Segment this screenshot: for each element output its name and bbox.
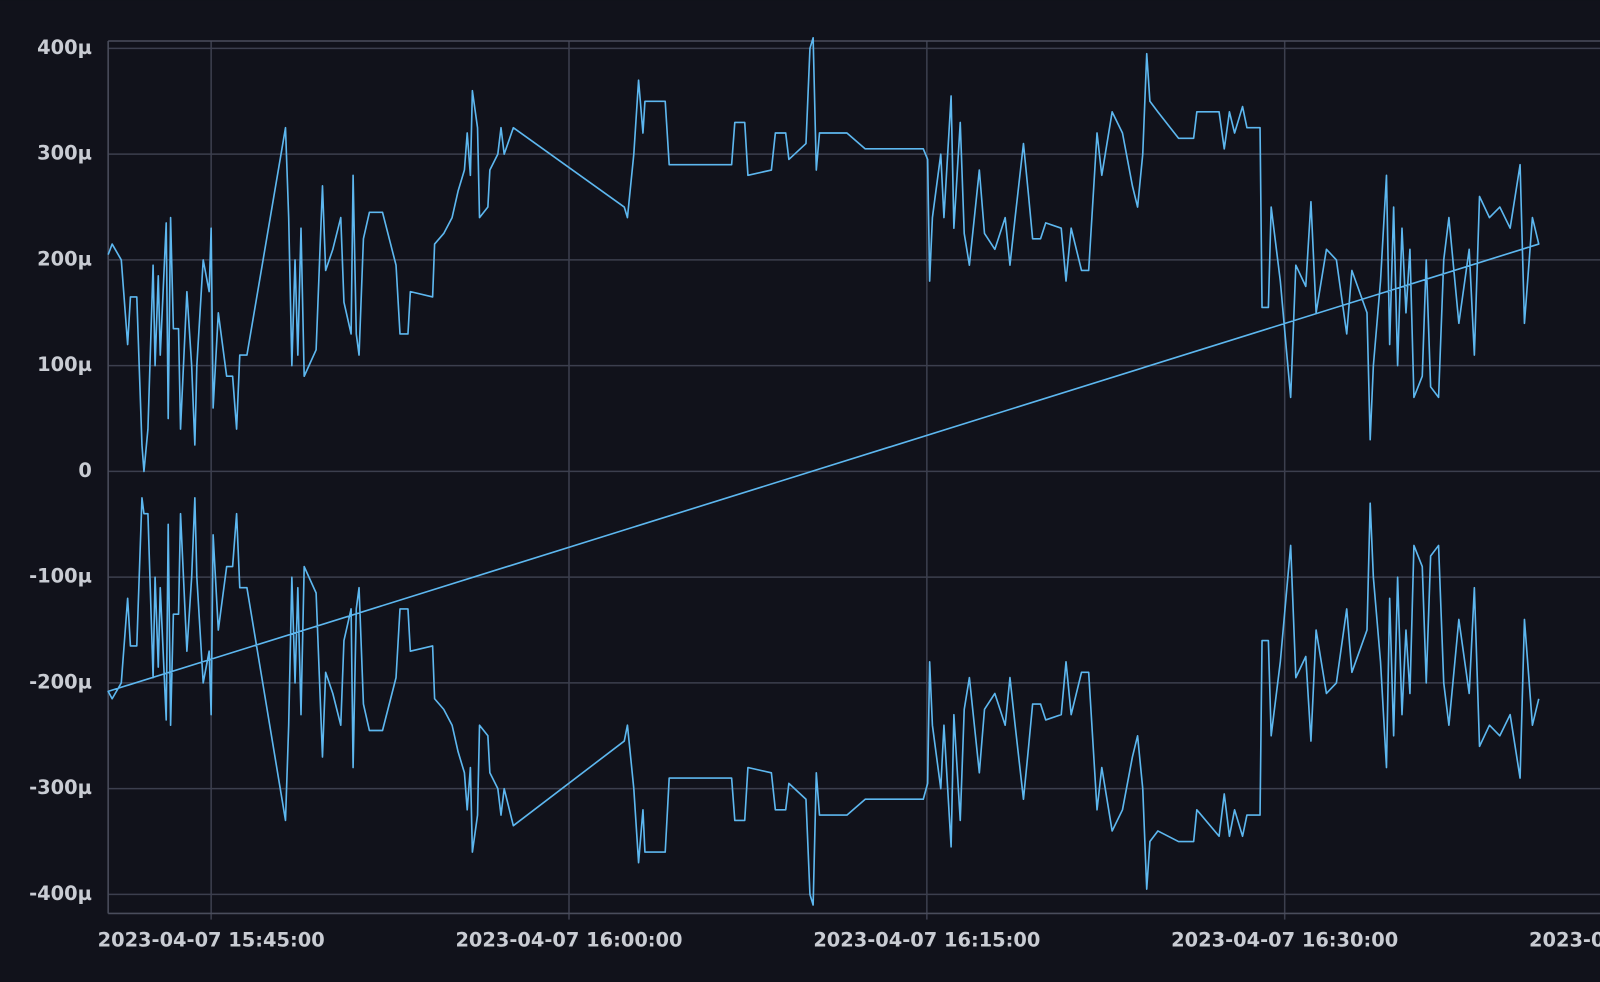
y-tick-label: -400µ	[29, 882, 92, 905]
y-tick-label: 200µ	[37, 247, 92, 270]
y-tick-label: 300µ	[37, 142, 92, 165]
y-tick-label: -100µ	[29, 565, 92, 588]
y-tick-label: 0	[78, 459, 91, 482]
y-tick-label: -200µ	[29, 670, 92, 693]
x-tick-label: 2023-04-07 15:45:00	[98, 929, 325, 952]
y-tick-label: 400µ	[37, 36, 92, 59]
x-tick-label: 2023-04-07 16:15:00	[813, 929, 1040, 952]
x-tick-label: 2023-04-07 16:00:00	[455, 929, 682, 952]
x-tick-label: 2023-04-07 16:45:00	[1529, 929, 1600, 952]
data-line	[107, 37, 1540, 906]
y-tick-label: -300µ	[29, 776, 92, 799]
x-tick-label: 2023-04-07 16:30:00	[1171, 929, 1398, 952]
y-tick-label: 100µ	[37, 353, 92, 376]
